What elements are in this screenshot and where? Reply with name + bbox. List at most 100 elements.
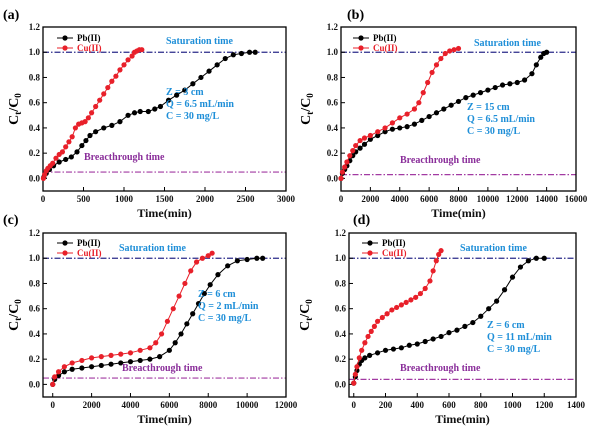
data-point-pb xyxy=(79,365,85,371)
data-point-cu xyxy=(153,340,159,346)
x-tick-label: 2000 xyxy=(196,194,215,204)
data-point-cu xyxy=(127,350,134,356)
data-point-pb xyxy=(494,298,500,304)
data-point-cu xyxy=(118,351,124,357)
data-point-cu xyxy=(384,311,390,317)
y-tick-label: 1.2 xyxy=(29,22,41,32)
data-point-cu xyxy=(357,137,363,144)
y-axis-title: Ct/C0 xyxy=(299,93,315,125)
data-point-pb xyxy=(441,106,447,112)
y-axis-title-c: C xyxy=(298,321,313,331)
y-tick-label: 0.0 xyxy=(29,173,41,183)
legend-marker xyxy=(367,250,373,256)
data-point-cu xyxy=(371,323,377,329)
data-point-pb xyxy=(93,129,99,135)
data-point-cu xyxy=(199,255,206,261)
data-point-pb xyxy=(517,264,524,270)
y-axis-title: Ct/C0 xyxy=(298,299,314,331)
x-tick-label: 0 xyxy=(339,194,344,204)
y-tick-label: 0.6 xyxy=(29,304,41,314)
data-point-pb xyxy=(254,255,260,261)
condition-text: C = 30 mg/L xyxy=(467,126,521,137)
data-point-cu xyxy=(433,62,440,68)
data-point-pb xyxy=(514,79,520,86)
panel-label: (a) xyxy=(3,8,20,23)
x-tick-label: 0 xyxy=(352,400,357,410)
data-point-cu xyxy=(125,57,131,63)
y-tick-label: 0.4 xyxy=(29,123,41,133)
data-point-pb xyxy=(56,159,62,165)
y-tick-label: 1.2 xyxy=(335,228,347,238)
data-point-pb xyxy=(238,50,245,57)
data-point-pb xyxy=(438,333,444,340)
y-axis-title-c: C xyxy=(7,321,22,331)
data-point-cu xyxy=(356,355,362,361)
data-point-pb xyxy=(234,258,240,264)
data-point-pb xyxy=(184,321,190,327)
data-point-pb xyxy=(68,154,74,160)
data-point-cu xyxy=(398,302,404,308)
data-point-pb xyxy=(225,263,231,269)
data-point-pb xyxy=(454,327,460,333)
data-point-pb xyxy=(244,256,250,263)
data-point-pb xyxy=(131,110,138,116)
data-point-cu xyxy=(164,318,171,324)
y-tick-label: 0.6 xyxy=(335,304,347,314)
data-point-cu xyxy=(411,106,418,112)
data-point-pb xyxy=(252,49,258,55)
data-point-cu xyxy=(367,132,373,139)
data-point-pb xyxy=(463,95,469,101)
data-point-cu xyxy=(438,55,444,62)
data-point-cu xyxy=(408,297,414,303)
y-axis-title-sub-0: 0 xyxy=(304,299,314,304)
data-point-cu xyxy=(351,380,357,386)
data-point-cu xyxy=(205,253,211,259)
data-point-cu xyxy=(176,293,182,299)
data-point-cu xyxy=(433,258,439,264)
data-point-cu xyxy=(429,69,435,76)
y-tick-label: 0.8 xyxy=(327,72,339,82)
data-point-pb xyxy=(198,74,204,81)
data-point-pb xyxy=(430,336,436,342)
data-point-pb xyxy=(190,81,196,87)
x-tick-label: 1000 xyxy=(504,400,523,410)
data-point-cu xyxy=(389,307,395,313)
data-point-cu xyxy=(182,280,188,287)
data-point-cu xyxy=(365,333,371,340)
x-tick-label: 200 xyxy=(379,400,393,410)
data-point-pb xyxy=(157,103,164,110)
x-tick-label: 0 xyxy=(50,400,55,410)
y-axis-title-sub-t: t xyxy=(13,112,23,115)
data-point-pb xyxy=(172,340,178,346)
y-axis-title-c: C xyxy=(7,115,22,125)
chart-panel-c: (c) 0 2000 4000 6000 8000 10000 12000 0.0 0.2 0.4 0… xyxy=(3,213,298,426)
data-point-pb xyxy=(541,255,547,261)
data-point-pb xyxy=(89,364,95,370)
x-tick-label: 16000 xyxy=(565,194,588,204)
y-axis-title-sub-t: t xyxy=(305,112,315,115)
data-point-cu xyxy=(170,306,176,312)
x-tick-label: 4000 xyxy=(121,400,140,410)
data-point-pb xyxy=(117,119,123,125)
breakthrough-time-label: Breacthrough time xyxy=(84,152,165,163)
data-point-pb xyxy=(375,132,381,139)
data-point-pb xyxy=(501,287,508,293)
data-point-pb xyxy=(61,369,67,375)
data-point-cu xyxy=(109,78,115,84)
y-tick-label: 0.4 xyxy=(29,329,41,339)
data-point-pb xyxy=(538,54,544,60)
y-tick-label: 0.0 xyxy=(335,379,347,389)
legend-label: Cu(II) xyxy=(77,248,102,258)
data-point-cu xyxy=(82,119,88,125)
data-point-cu xyxy=(121,62,127,68)
data-point-pb xyxy=(98,362,104,369)
y-tick-label: 0.8 xyxy=(335,278,347,288)
data-point-cu xyxy=(50,381,56,387)
x-tick-label: 1200 xyxy=(535,400,554,410)
x-tick-label: 10000 xyxy=(477,194,500,204)
data-point-pb xyxy=(382,129,388,135)
x-tick-label: 14000 xyxy=(535,194,558,204)
condition-text: Z = 3 cm xyxy=(166,87,204,98)
data-point-pb xyxy=(485,87,491,93)
plot-frame xyxy=(348,232,577,398)
